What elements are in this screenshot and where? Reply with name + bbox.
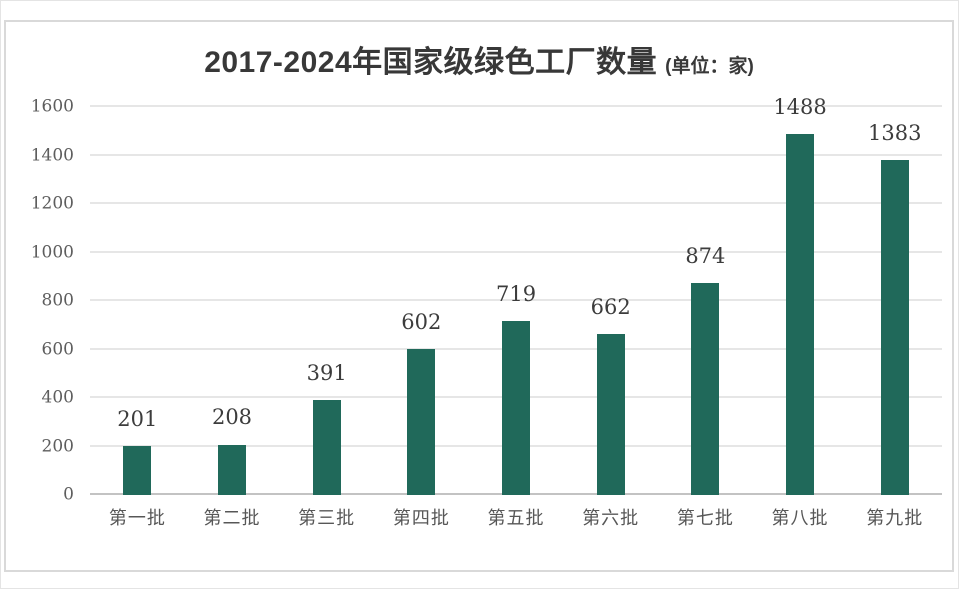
y-tick-label: 600 xyxy=(41,339,74,359)
y-tick-label: 0 xyxy=(63,484,74,505)
y-tick-label: 1000 xyxy=(30,242,74,262)
y-tick-label: 1600 xyxy=(30,96,74,117)
bar-value-label: 201 xyxy=(117,407,158,432)
bar-value-label: 1488 xyxy=(773,95,827,120)
bar-column: 874 xyxy=(658,91,753,495)
bar-column: 201 xyxy=(90,91,185,495)
category-label: 第三批 xyxy=(298,508,356,528)
x-axis: 第一批 第二批 第三批 第四批 第五批 第六批 第七批 第八批 第九批 xyxy=(90,504,942,538)
chart-title-row: 2017-2024年国家级绿色工厂数量 (单位：家) xyxy=(6,22,952,87)
bar-column: 719 xyxy=(469,91,564,495)
bar-value-label: 874 xyxy=(685,243,726,268)
y-axis: 0 200 400 600 800 1000 1200 1400 1600 xyxy=(12,91,74,503)
category-label: 第二批 xyxy=(203,508,261,528)
plot-wrap: 201 208 391 602 719 662 874 1488 1383 第一批 第二批 第三批第… xyxy=(90,91,942,538)
gridline xyxy=(90,202,942,204)
chart-title: 2017-2024年国家级绿色工厂数量 xyxy=(204,46,658,79)
bar-value-label: 208 xyxy=(211,405,253,430)
bar xyxy=(502,320,531,495)
gridline xyxy=(90,105,942,107)
y-tick-label: 800 xyxy=(41,290,74,311)
bar-value-label: 391 xyxy=(306,361,347,386)
bar-column: 662 xyxy=(563,91,658,495)
bar-value-label: 662 xyxy=(590,295,631,320)
category-label: 第七批 xyxy=(676,508,734,528)
chart-unit-label: (单位：家) xyxy=(665,56,754,77)
bar xyxy=(691,283,720,495)
plot-area: 201 208 391 602 719 662 874 1488 1383 xyxy=(90,91,942,495)
bar-column: 1383 xyxy=(847,91,942,495)
category-label: 第九批 xyxy=(866,508,924,528)
chart-area: 0 200 400 600 800 1000 1200 1400 1600 201 208 391 6… xyxy=(6,91,952,538)
bar xyxy=(312,400,341,495)
bar xyxy=(596,334,625,495)
bar-column: 208 xyxy=(185,91,280,495)
bar xyxy=(407,349,436,495)
bar xyxy=(218,444,246,495)
bar xyxy=(123,446,152,495)
bar-columns: 201 208 391 602 719 662 874 1488 1383 xyxy=(90,91,942,495)
y-tick-label: 400 xyxy=(41,387,74,408)
category-label: 第四批 xyxy=(392,508,450,528)
bar xyxy=(786,134,815,495)
bar-value-label: 1383 xyxy=(867,120,922,145)
gridline xyxy=(90,299,942,301)
category-label: 第五批 xyxy=(487,508,545,528)
category-label: 第八批 xyxy=(771,508,829,528)
category-label: 第一批 xyxy=(108,508,166,528)
y-tick-label: 1400 xyxy=(30,145,74,165)
bar-column: 602 xyxy=(374,91,469,495)
bar-value-label: 719 xyxy=(495,281,537,306)
y-tick-label: 1200 xyxy=(30,193,74,214)
gridline xyxy=(90,153,942,156)
bar-column: 1488 xyxy=(753,91,848,495)
y-tick-label: 200 xyxy=(41,436,74,456)
gridline xyxy=(90,250,942,253)
bar-value-label: 602 xyxy=(401,309,442,334)
chart-panel: 2017-2024年国家级绿色工厂数量 (单位：家) 0 200 400 600 800 1… xyxy=(4,20,954,572)
bar-column: 391 xyxy=(279,91,374,495)
category-label: 第六批 xyxy=(582,508,640,528)
bar xyxy=(880,159,909,495)
